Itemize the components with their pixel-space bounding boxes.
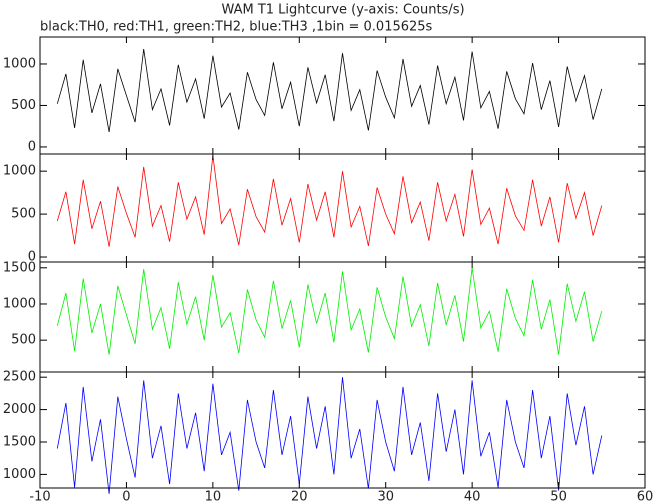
y-tick-label: 500 [11,333,36,348]
light-curve [56,155,603,247]
x-tick-label: -10 [29,490,50,504]
y-tick-label: 1000 [3,164,36,179]
chart-subtitle: black:TH0, red:TH1, green:TH2, blue:TH3 … [40,20,433,35]
light-curve [56,48,603,133]
y-tick-label: 500 [11,207,36,222]
y-tick-label: 0 [28,250,36,265]
x-tick-label: 40 [464,490,481,504]
x-tick-label: 10 [205,490,222,504]
y-tick-label: 0 [28,139,36,154]
panel-frame [39,261,646,373]
panel-frame [39,371,646,489]
x-tick-label: 0 [122,490,130,504]
y-tick-label: 2000 [3,402,36,417]
x-tick-label: 20 [291,490,308,504]
light-curve [56,267,603,355]
y-tick-label: 1000 [3,296,36,311]
light-curve [56,377,603,494]
panel-frame [39,153,646,263]
y-tick-label: 1000 [3,56,36,71]
x-tick-label: 30 [377,490,394,504]
y-tick-label: 2500 [3,370,36,385]
y-tick-label: 1500 [3,260,36,275]
y-tick-label: 500 [11,98,36,113]
y-tick-label: 1500 [3,434,36,449]
x-tick-label: 60 [637,490,654,504]
y-tick-label: 1000 [3,467,36,482]
x-tick-label: 50 [550,490,567,504]
chart-title: WAM T1 Lightcurve (y-axis: Counts/s) [221,3,464,18]
